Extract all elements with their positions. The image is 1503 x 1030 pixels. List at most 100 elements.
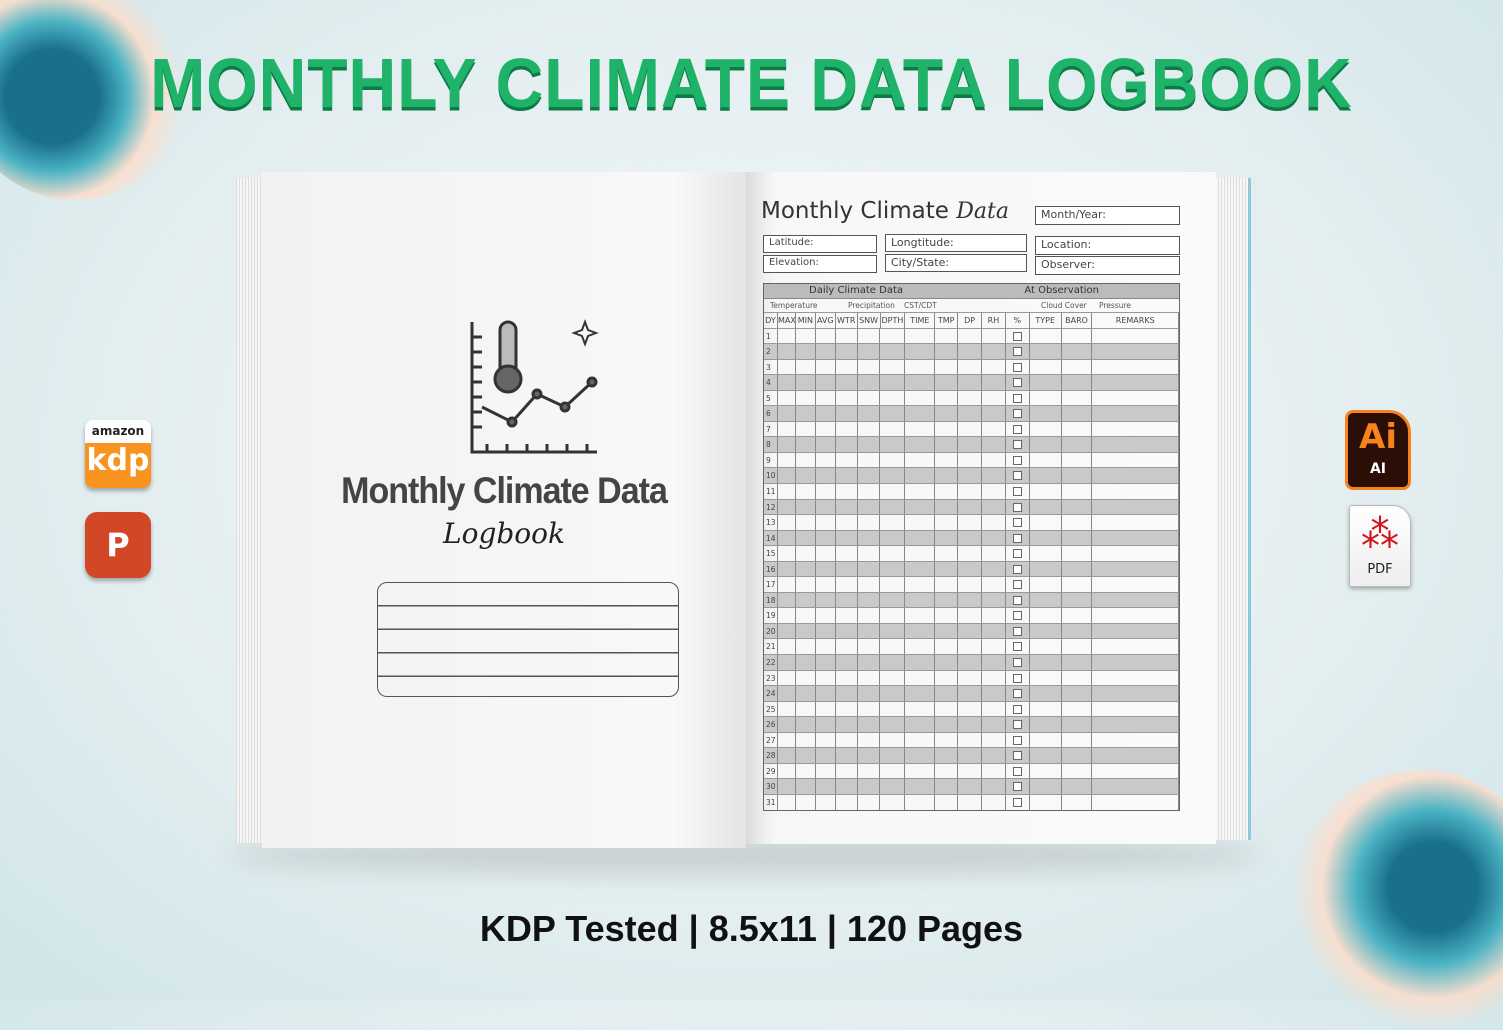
data-cell[interactable] (1006, 748, 1030, 763)
data-cell[interactable] (1006, 763, 1030, 779)
data-cell[interactable] (1006, 421, 1030, 437)
data-cell[interactable] (1092, 779, 1179, 794)
data-cell[interactable] (836, 437, 858, 452)
data-cell[interactable] (858, 732, 881, 748)
data-cell[interactable] (816, 344, 836, 359)
data-cell[interactable] (836, 686, 858, 701)
data-cell[interactable] (905, 701, 936, 717)
data-cell[interactable] (796, 561, 816, 577)
data-cell[interactable] (905, 748, 936, 763)
data-cell[interactable] (796, 484, 816, 499)
data-cell[interactable] (1092, 639, 1179, 655)
data-cell[interactable] (982, 421, 1006, 437)
data-cell[interactable] (858, 546, 881, 561)
data-cell[interactable] (778, 468, 796, 484)
data-cell[interactable] (935, 452, 959, 468)
data-cell[interactable] (880, 390, 906, 406)
data-cell[interactable] (778, 515, 796, 530)
data-cell[interactable] (836, 452, 858, 468)
checkbox[interactable] (1012, 580, 1022, 590)
data-cell[interactable] (905, 530, 936, 546)
data-cell[interactable] (982, 375, 1006, 390)
data-cell[interactable] (1006, 794, 1030, 810)
data-cell[interactable] (982, 763, 1006, 779)
data-cell[interactable] (796, 592, 816, 608)
data-cell[interactable] (858, 639, 881, 655)
checkbox[interactable] (1012, 689, 1022, 699)
data-cell[interactable] (1062, 686, 1093, 701)
data-cell[interactable] (880, 686, 906, 701)
data-cell[interactable] (880, 794, 906, 810)
data-cell[interactable] (1092, 406, 1179, 421)
data-cell[interactable] (935, 421, 959, 437)
data-cell[interactable] (905, 468, 936, 484)
data-cell[interactable] (982, 670, 1006, 686)
data-cell[interactable] (958, 359, 982, 375)
data-cell[interactable] (1030, 406, 1062, 421)
data-cell[interactable] (880, 623, 906, 639)
checkbox[interactable] (1012, 393, 1022, 403)
data-cell[interactable] (1092, 794, 1179, 810)
data-cell[interactable] (1092, 655, 1179, 670)
data-cell[interactable] (958, 515, 982, 530)
checkbox[interactable] (1012, 611, 1022, 621)
data-cell[interactable] (836, 390, 858, 406)
data-cell[interactable] (958, 763, 982, 779)
data-cell[interactable] (1092, 359, 1179, 375)
data-cell[interactable] (935, 779, 959, 794)
checkbox[interactable] (1012, 704, 1022, 714)
data-cell[interactable] (1062, 546, 1093, 561)
data-cell[interactable] (1030, 608, 1062, 623)
data-cell[interactable] (880, 779, 906, 794)
data-cell[interactable] (858, 686, 881, 701)
data-cell[interactable] (816, 763, 836, 779)
data-cell[interactable] (982, 592, 1006, 608)
data-cell[interactable] (778, 686, 796, 701)
data-cell[interactable] (1006, 328, 1030, 344)
data-cell[interactable] (858, 623, 881, 639)
data-cell[interactable] (935, 344, 959, 359)
data-cell[interactable] (1092, 670, 1179, 686)
data-cell[interactable] (778, 499, 796, 515)
data-cell[interactable] (796, 670, 816, 686)
data-cell[interactable] (816, 701, 836, 717)
data-cell[interactable] (1030, 421, 1062, 437)
data-cell[interactable] (1030, 701, 1062, 717)
data-cell[interactable] (935, 468, 959, 484)
data-cell[interactable] (1030, 344, 1062, 359)
data-cell[interactable] (778, 794, 796, 810)
data-cell[interactable] (982, 608, 1006, 623)
data-cell[interactable] (880, 499, 906, 515)
data-cell[interactable] (1062, 437, 1093, 452)
data-cell[interactable] (1062, 639, 1093, 655)
data-cell[interactable] (1030, 655, 1062, 670)
data-cell[interactable] (778, 546, 796, 561)
data-cell[interactable] (880, 421, 906, 437)
location-field[interactable]: Location: (1035, 236, 1180, 255)
data-cell[interactable] (1092, 701, 1179, 717)
data-cell[interactable] (836, 406, 858, 421)
data-cell[interactable] (905, 452, 936, 468)
data-cell[interactable] (1062, 530, 1093, 546)
data-cell[interactable] (935, 484, 959, 499)
data-cell[interactable] (1062, 344, 1093, 359)
data-cell[interactable] (1030, 390, 1062, 406)
data-cell[interactable] (958, 499, 982, 515)
data-cell[interactable] (778, 779, 796, 794)
data-cell[interactable] (1030, 592, 1062, 608)
data-cell[interactable] (1006, 546, 1030, 561)
data-cell[interactable] (1092, 592, 1179, 608)
data-cell[interactable] (1092, 499, 1179, 515)
data-cell[interactable] (935, 670, 959, 686)
checkbox[interactable] (1012, 642, 1022, 652)
data-cell[interactable] (905, 421, 936, 437)
data-cell[interactable] (858, 484, 881, 499)
data-cell[interactable] (982, 794, 1006, 810)
data-cell[interactable] (796, 577, 816, 592)
data-cell[interactable] (796, 359, 816, 375)
city-state-field[interactable]: City/State: (885, 254, 1027, 272)
data-cell[interactable] (778, 375, 796, 390)
data-cell[interactable] (796, 763, 816, 779)
data-cell[interactable] (1030, 717, 1062, 732)
data-cell[interactable] (880, 452, 906, 468)
